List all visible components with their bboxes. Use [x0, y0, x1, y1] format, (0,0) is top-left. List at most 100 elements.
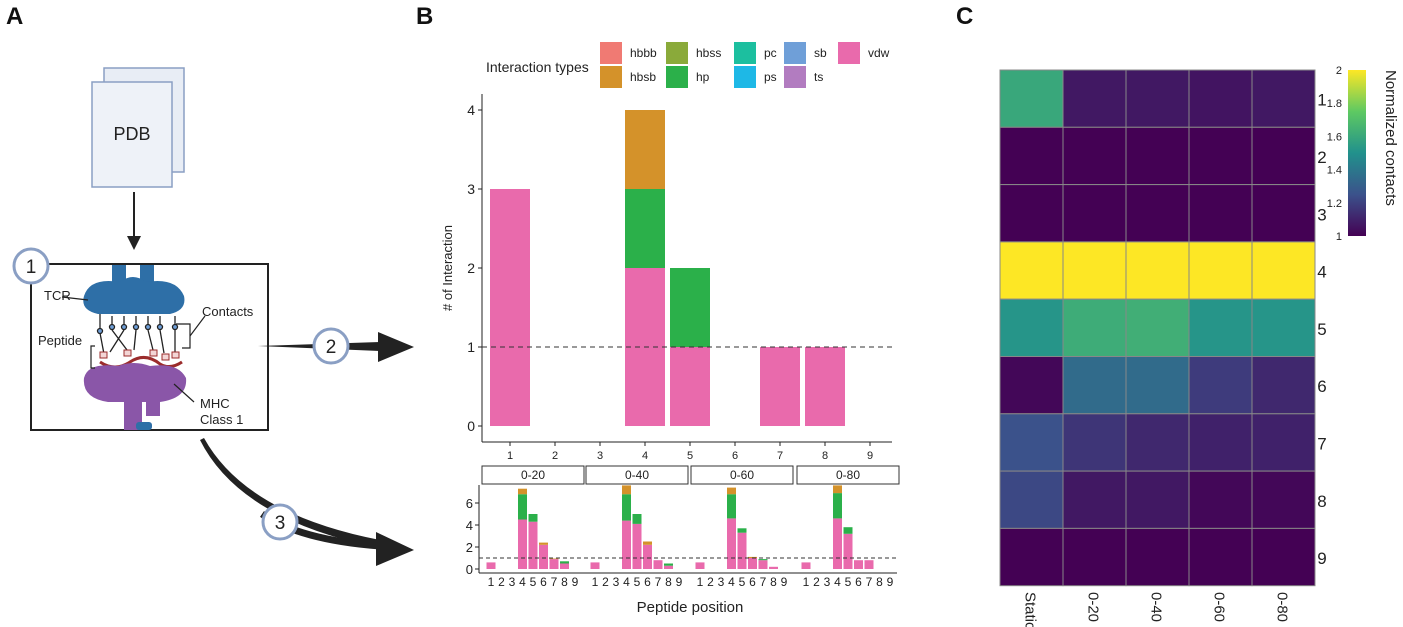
- heatmap-col-label: 0-20: [1085, 592, 1102, 622]
- facet-bar-vdw: [695, 562, 705, 569]
- facet-x-tick-label: 5: [739, 575, 746, 589]
- step-badge-1: 1: [12, 247, 50, 285]
- main-x-tick-label: 2: [552, 450, 558, 462]
- heatmap-cell-r4-c4: [1251, 241, 1316, 300]
- facet-x-tick-label: 8: [561, 575, 568, 589]
- label-leaders: [61, 296, 206, 403]
- heatmap-cell-r8-c0: [999, 470, 1064, 529]
- heatmap-row-label: 4: [1317, 263, 1326, 282]
- facet-x-tick-label: 5: [634, 575, 641, 589]
- peptide-label: Peptide: [38, 333, 82, 348]
- facet-bar-hp: [727, 494, 736, 519]
- facet-x-tick-label: 7: [551, 575, 558, 589]
- facet-x-tick-label: 9: [781, 575, 788, 589]
- heatmap-cell-r8-c3: [1188, 470, 1253, 529]
- facet-bar-vdw: [864, 560, 874, 569]
- facet-y-tick-label: 4: [466, 518, 473, 533]
- panel-letter-a: A: [6, 3, 23, 30]
- heatmap-cell-r2-c2: [1125, 126, 1190, 186]
- heatmap-col-label: Static: [1022, 592, 1039, 627]
- main-y-tick-label: 3: [467, 181, 475, 197]
- main-bar-vdw-pos1: [490, 189, 530, 426]
- facet-x-tick-label: 2: [498, 575, 505, 589]
- legend-label-hbbb: hbbb: [630, 46, 657, 60]
- heatmap-cell-r3-c2: [1125, 184, 1190, 243]
- colorbar-tick-label: 1.6: [1327, 131, 1342, 143]
- facet-bar-vdw: [843, 533, 853, 569]
- peptide-residues: [99, 349, 180, 361]
- facet-bar-vdw: [769, 566, 778, 569]
- facet-x-tick-label: 6: [644, 575, 651, 589]
- facet-x-tick-label: 1: [803, 575, 810, 589]
- heatmap-cell-r6-c3: [1188, 356, 1253, 415]
- heatmap-cell-r5-c1: [1062, 298, 1127, 358]
- pdb-label: PDB: [113, 124, 150, 144]
- heatmap-row-label: 2: [1317, 148, 1326, 167]
- heatmap-col-label: 0-40: [1148, 592, 1165, 622]
- facet-x-tick-label: 8: [665, 575, 672, 589]
- facet-strip-label: 0-60: [730, 468, 754, 482]
- heatmap-cell-r3-c4: [1251, 184, 1316, 243]
- facet-x-tick-label: 8: [876, 575, 883, 589]
- main-x-tick-label: 5: [687, 450, 693, 462]
- heatmap-col-label: 0-60: [1211, 592, 1228, 622]
- facet-bar-hp: [560, 561, 569, 564]
- heatmap-cell-r1-c0: [999, 69, 1064, 128]
- legend-swatch-hbsb: [600, 66, 622, 88]
- mhc-icon: [83, 363, 187, 430]
- facet-x-tick-label: 8: [770, 575, 777, 589]
- facet-bar-hbsb: [539, 542, 548, 545]
- facet-bar-hbsb: [643, 541, 652, 545]
- facet-strip: [585, 465, 689, 485]
- facet-x-tick-label: 3: [824, 575, 831, 589]
- heatmap-cell-r8-c2: [1125, 470, 1190, 529]
- heatmap-row-label: 3: [1317, 205, 1326, 224]
- heatmap-cell-r4-c1: [1062, 241, 1127, 300]
- facet-x-tick-label: 7: [866, 575, 873, 589]
- mhc-label-line1: MHC: [200, 396, 230, 411]
- legend-label-pc: pc: [764, 46, 777, 60]
- heatmap-cell-r6-c2: [1125, 356, 1190, 415]
- heatmap-cell-r7-c0: [999, 413, 1064, 472]
- heatmap-cell-r9-c3: [1188, 527, 1253, 587]
- main-x-tick-label: 9: [867, 450, 873, 462]
- heatmap-row-label: 6: [1317, 377, 1326, 396]
- legend-title: Interaction types: [486, 59, 589, 75]
- facet-bar-hp: [843, 527, 853, 534]
- main-y-tick-label: 1: [467, 339, 475, 355]
- facet-bar-hbsb: [518, 488, 527, 495]
- facet-strip-label: 0-80: [836, 468, 860, 482]
- contact-lines: [96, 314, 179, 355]
- colorbar-label: Normalized contacts: [1382, 70, 1399, 206]
- heatmap-cell-r9-c2: [1125, 527, 1190, 587]
- legend-swatch-ps: [734, 66, 756, 88]
- colorbar-tick-label: 1.4: [1327, 165, 1342, 177]
- colorbar-tick-label: 1: [1336, 231, 1342, 243]
- panel-letter-c: C: [956, 3, 973, 30]
- facet-x-tick-label: 6: [855, 575, 862, 589]
- legend-label-vdw: vdw: [868, 46, 890, 60]
- facet-bar-vdw: [748, 558, 757, 569]
- facet-bar-vdw: [653, 560, 663, 569]
- facet-x-tick-label: 4: [728, 575, 735, 589]
- main-x-tick-label: 4: [642, 450, 648, 462]
- main-x-tick-label: 1: [507, 450, 513, 462]
- facet-x-tick-label: 5: [845, 575, 852, 589]
- facet-bar-hbsb: [727, 487, 736, 495]
- legend-swatch-sb: [784, 42, 806, 64]
- heatmap-cell-r9-c4: [1251, 527, 1316, 587]
- facet-bar-vdw: [727, 518, 736, 569]
- heatmap-cell-r6-c1: [1062, 356, 1127, 415]
- facet-x-tick-label: 1: [697, 575, 704, 589]
- legend-label-hp: hp: [696, 70, 710, 84]
- heatmap-cell-r1-c3: [1188, 69, 1253, 128]
- facet-y-tick-label: 0: [466, 562, 473, 577]
- legend-label-ts: ts: [814, 70, 823, 84]
- legend-label-ps: ps: [764, 70, 777, 84]
- heatmap-cell-r8-c4: [1251, 470, 1316, 529]
- facet-x-tick-label: 7: [655, 575, 662, 589]
- heatmap-cell-r6-c0: [999, 356, 1064, 415]
- legend-label-hbsb: hbsb: [630, 70, 656, 84]
